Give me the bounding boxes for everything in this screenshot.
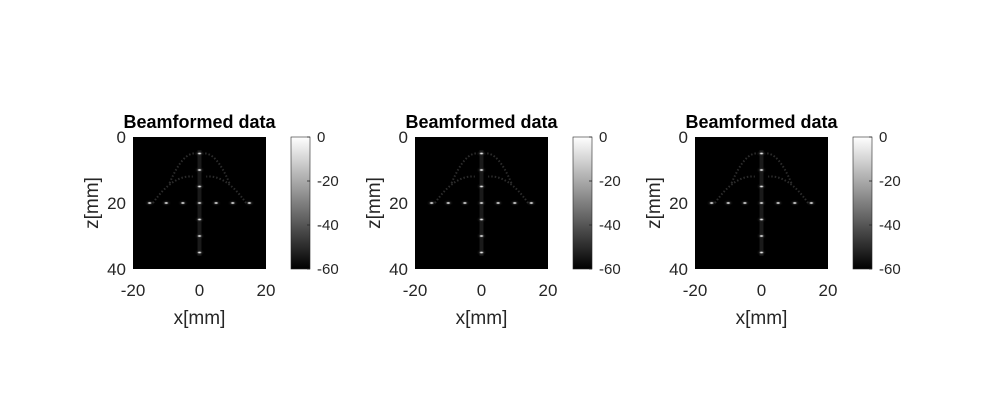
point-target [243,199,255,207]
y-tick-label: 20 [389,194,408,213]
sidelobe-artifacts [714,152,809,204]
chart-title: Beamformed data [685,112,838,132]
point-target [194,199,205,207]
point-target [756,232,767,240]
point-target [426,199,438,207]
point-target [476,166,487,174]
chart-title: Beamformed data [123,112,276,132]
colorbar-scale [852,136,873,270]
colorbar-tick-label: -20 [317,173,339,190]
x-tick-label: -20 [403,281,428,300]
sidelobe-artifacts [152,152,247,204]
point-target [194,249,205,256]
point-target [194,183,205,190]
point-target [194,232,205,240]
x-tick-label: 20 [257,281,276,300]
y-axis-label: z[mm] [82,177,103,229]
y-tick-label: 40 [389,260,408,279]
x-tick-label: 20 [539,281,558,300]
colorbar-tick-label: 0 [317,129,325,146]
point-target [756,166,767,174]
point-target [525,199,537,207]
x-axis-label: x[mm] [736,308,788,329]
point-target [805,199,817,207]
point-target [492,199,504,207]
y-tick-label: 40 [107,260,126,279]
y-tick-label: 20 [669,194,688,213]
point-target [739,199,751,207]
y-axis-label: z[mm] [644,177,665,229]
point-target [476,232,487,240]
point-target [756,199,767,207]
colorbar: 0 -20 -40 -60 [290,129,339,278]
colorbar: 0 -20 -40 -60 [572,129,621,278]
colorbar-tick-label: -60 [599,261,621,278]
x-tick-label: 0 [757,281,766,300]
colorbar-tick-label: -60 [879,261,901,278]
colorbar-tick-label: 0 [879,129,887,146]
y-tick-label: 40 [669,260,688,279]
point-target [144,199,156,207]
point-target [756,216,767,223]
sidelobe-artifacts [434,152,529,204]
point-target [459,199,471,207]
point-target [706,199,718,207]
chart-title: Beamformed data [405,112,558,132]
colorbar-tick-label: -40 [599,217,621,234]
x-tick-label: 0 [477,281,486,300]
point-target [194,216,205,223]
colorbar-tick-label: 0 [599,129,607,146]
point-target [789,199,801,207]
colorbar-scale [290,136,311,270]
y-tick-label: 0 [117,128,126,147]
beamformed-panel-3: Beamformed data -20 0 20 0 20 40 x[mm] z[mm] 0 -20… [644,112,901,329]
point-target [194,166,205,174]
point-target [227,199,239,207]
point-target [476,150,487,157]
beamformed-panel-1: Beamformed data -20 0 20 0 20 40 x[mm] z[mm] 0 -20… [82,112,339,329]
point-target [722,199,734,207]
point-target [476,249,487,256]
colorbar-tick-label: -40 [317,217,339,234]
point-target [210,199,222,207]
colorbar-tick-label: -40 [879,217,901,234]
y-axis-label: z[mm] [364,177,385,229]
colorbar-tick-label: -20 [599,173,621,190]
x-tick-label: -20 [121,281,146,300]
point-target [756,183,767,190]
point-target [476,199,487,207]
point-target [756,249,767,256]
point-target [509,199,521,207]
point-target [476,216,487,223]
x-axis-label: x[mm] [174,308,226,329]
x-tick-label: 0 [195,281,204,300]
colorbar-tick-label: -20 [879,173,901,190]
x-tick-label: 20 [819,281,838,300]
point-target [442,199,454,207]
beamformed-panel-2: Beamformed data -20 0 20 0 20 40 x[mm] z[mm] 0 -20… [364,112,621,329]
x-tick-label: -20 [683,281,708,300]
y-tick-label: 0 [679,128,688,147]
y-tick-label: 0 [399,128,408,147]
point-target [160,199,172,207]
y-tick-label: 20 [107,194,126,213]
point-target [772,199,784,207]
point-target [194,150,205,157]
point-target [177,199,189,207]
colorbar-tick-label: -60 [317,261,339,278]
colorbar-scale [572,136,593,270]
point-target [476,183,487,190]
point-target [756,150,767,157]
x-axis-label: x[mm] [456,308,508,329]
colorbar: 0 -20 -40 -60 [852,129,901,278]
